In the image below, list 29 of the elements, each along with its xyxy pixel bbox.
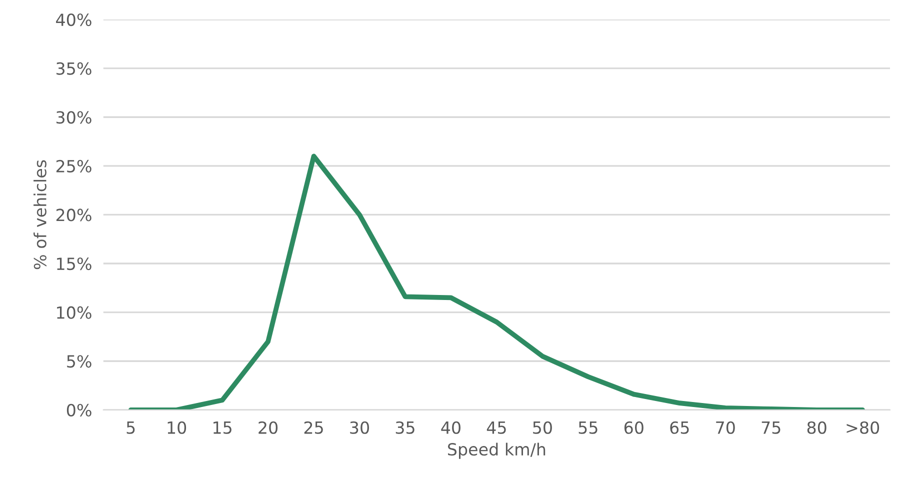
line-series (128, 154, 865, 410)
x-tick-label: 5 (126, 422, 135, 434)
x-tick-label: 25 (304, 421, 323, 434)
y-tick-label: 20% (56, 208, 92, 222)
x-tick-label: 80 (807, 421, 826, 434)
y-tick-label: 15% (57, 257, 92, 270)
x-tick-label: 30 (350, 421, 369, 434)
x-tick-label: 75 (762, 422, 780, 434)
x-tick-label: 45 (486, 422, 506, 434)
x-tick-label: 60 (624, 421, 644, 434)
y-tick-label: 10% (57, 306, 92, 319)
x-axis-title: Speed km/h (448, 442, 546, 459)
y-tick-label: 30% (56, 111, 92, 124)
y-tick-label: 25% (56, 160, 92, 172)
x-tick-label: 20 (258, 421, 278, 434)
x-tick-label: 65 (670, 421, 689, 434)
x-tick-label: 40 (441, 421, 460, 434)
y-tick-label: 40% (56, 13, 92, 26)
y-tick-label: 35% (56, 62, 92, 75)
x-tick-label: >80 (846, 421, 880, 434)
x-tick-label: 50 (533, 421, 552, 434)
x-tick-label: 15 (214, 422, 232, 434)
x-tick-label: 55 (578, 422, 598, 434)
y-tick-label: 0% (66, 404, 92, 416)
y-tick-label: 5% (67, 355, 92, 368)
x-tick-label: 70 (716, 421, 735, 434)
y-axis-title: % of vehicles (34, 160, 46, 270)
x-tick-label: 35 (396, 421, 414, 434)
x-tick-label: 10 (168, 421, 186, 434)
